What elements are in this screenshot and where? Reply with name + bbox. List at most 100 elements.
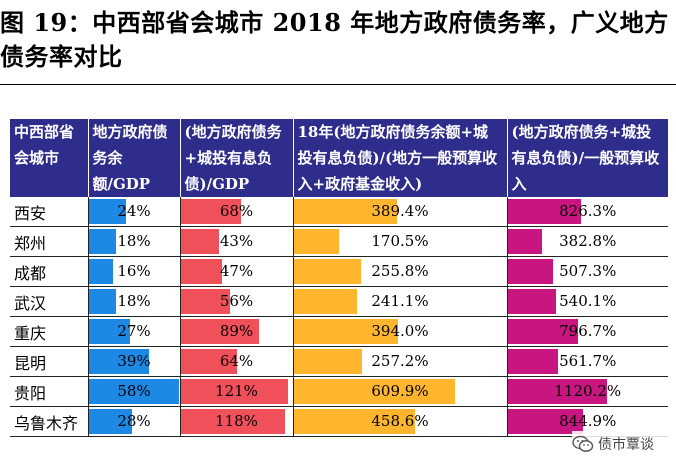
- data-label: 56%: [219, 292, 254, 310]
- data-label: 39%: [117, 352, 151, 370]
- data-label: 255.8%: [371, 262, 429, 280]
- data-label: 561.7%: [559, 352, 617, 370]
- city-name: 武汉: [10, 286, 89, 317]
- data-label: 58%: [117, 382, 151, 400]
- header-debt-revenue-fund: 18年(地方政府债务余额+城投有息负债)/(地方一般预算收入+政府基金收入): [293, 119, 508, 197]
- data-label: 121%: [215, 382, 258, 400]
- data-label: 844.9%: [559, 412, 617, 430]
- metric-cell-1: 18%: [88, 226, 181, 257]
- data-label: 27%: [117, 322, 151, 340]
- data-bar: [293, 349, 362, 374]
- metric-cell-4: 1120.2%: [507, 376, 668, 407]
- data-label: 68%: [219, 202, 254, 220]
- city-name: 重庆: [10, 316, 89, 347]
- header-broad-debt-gdp: (地方政府债务+城投有息负债)/GDP: [180, 119, 294, 197]
- data-bar: [293, 199, 397, 224]
- metric-cell-4: 382.8%: [507, 226, 668, 257]
- metric-cell-2: 43%: [180, 226, 294, 257]
- table-row: 郑州 18% 43% 170.5% 382.8%: [10, 226, 668, 257]
- header-row: 中西部省会城市 地方政府债务余额/GDP (地方政府债务+城投有息负债)/GDP…: [10, 119, 668, 197]
- data-label: 18%: [117, 232, 151, 250]
- city-name: 成都: [10, 256, 89, 287]
- data-bar: [88, 229, 117, 254]
- metric-cell-3: 257.2%: [293, 346, 508, 377]
- data-label: 458.6%: [371, 412, 429, 430]
- data-label: 257.2%: [371, 352, 429, 370]
- metric-cell-1: 24%: [88, 197, 181, 227]
- data-label: 796.7%: [559, 322, 617, 340]
- table-row: 昆明 39% 64% 257.2% 561.7%: [10, 346, 668, 377]
- data-label: 394.0%: [371, 322, 429, 340]
- header-city: 中西部省会城市: [10, 119, 89, 197]
- metric-cell-1: 39%: [88, 346, 181, 377]
- metric-cell-2: 47%: [180, 256, 294, 287]
- metric-cell-3: 389.4%: [293, 197, 508, 227]
- data-label: 28%: [117, 412, 151, 430]
- data-bar: [180, 229, 219, 254]
- metric-cell-3: 255.8%: [293, 256, 508, 287]
- data-bar: [88, 259, 114, 284]
- table-row: 乌鲁木齐 28% 118% 458.6% 844.9%: [10, 406, 668, 437]
- data-label: 64%: [219, 352, 254, 370]
- data-label: 118%: [215, 412, 258, 430]
- metric-cell-4: 540.1%: [507, 286, 668, 317]
- metric-cell-1: 27%: [88, 316, 181, 347]
- metric-cell-3: 241.1%: [293, 286, 508, 317]
- data-bar: [293, 409, 415, 434]
- watermark: 债市覃谈: [572, 431, 672, 457]
- data-bar: [88, 199, 126, 224]
- data-label: 16%: [117, 262, 151, 280]
- data-bar: [180, 289, 231, 314]
- data-label: 47%: [219, 262, 254, 280]
- table-row: 武汉 18% 56% 241.1% 540.1%: [10, 286, 668, 317]
- table-row: 西安 24% 68% 389.4% 826.3%: [10, 197, 668, 227]
- data-bar: [507, 379, 608, 404]
- figure-title: 图 19：中西部省会城市 2018 年地方政府债务率，广义地方债务率对比: [0, 8, 669, 71]
- watermark-text: 债市覃谈: [598, 437, 654, 453]
- data-bar: [507, 289, 556, 314]
- data-bar: [507, 319, 579, 344]
- city-name: 昆明: [10, 346, 89, 377]
- data-bar: [293, 289, 358, 314]
- data-bar: [180, 349, 238, 374]
- metric-cell-1: 58%: [88, 376, 181, 407]
- data-label: 609.9%: [371, 382, 429, 400]
- data-label: 826.3%: [559, 202, 617, 220]
- data-label: 89%: [219, 322, 254, 340]
- data-bar: [180, 319, 260, 344]
- data-bar: [507, 259, 553, 284]
- header-debt-gdp: 地方政府债务余额/GDP: [88, 119, 181, 197]
- data-bar: [88, 289, 117, 314]
- data-label: 24%: [117, 202, 151, 220]
- data-bar: [507, 199, 582, 224]
- data-bar: [180, 199, 241, 224]
- table-row: 成都 16% 47% 255.8% 507.3%: [10, 256, 668, 287]
- header-debt-budget-revenue: (地方政府债务+城投有息负债)/一般预算收入: [507, 119, 668, 197]
- metric-cell-1: 16%: [88, 256, 181, 287]
- metric-cell-2: 56%: [180, 286, 294, 317]
- data-bar: [293, 319, 398, 344]
- city-name: 贵阳: [10, 376, 89, 407]
- table-row: 重庆 27% 89% 394.0% 796.7%: [10, 316, 668, 347]
- debt-ratio-table: 中西部省会城市 地方政府债务余额/GDP (地方政府债务+城投有息负债)/GDP…: [10, 119, 668, 437]
- metric-cell-3: 458.6%: [293, 406, 508, 437]
- data-bar: [180, 409, 286, 434]
- data-bar: [507, 349, 558, 374]
- data-label: 241.1%: [371, 292, 429, 310]
- city-name: 西安: [10, 197, 89, 227]
- data-bar: [293, 259, 362, 284]
- metric-cell-3: 609.9%: [293, 376, 508, 407]
- city-name: 郑州: [10, 226, 89, 257]
- metric-cell-3: 394.0%: [293, 316, 508, 347]
- metric-cell-2: 64%: [180, 346, 294, 377]
- table-row: 贵阳 58% 121% 609.9% 1120.2%: [10, 376, 668, 407]
- metric-cell-3: 170.5%: [293, 226, 508, 257]
- data-bar: [180, 379, 288, 404]
- data-label: 389.4%: [371, 202, 429, 220]
- metric-cell-2: 68%: [180, 197, 294, 227]
- wechat-icon: [572, 435, 594, 452]
- data-label: 507.3%: [559, 262, 617, 280]
- data-bar: [293, 379, 456, 404]
- data-bar: [88, 349, 150, 374]
- metric-cell-2: 121%: [180, 376, 294, 407]
